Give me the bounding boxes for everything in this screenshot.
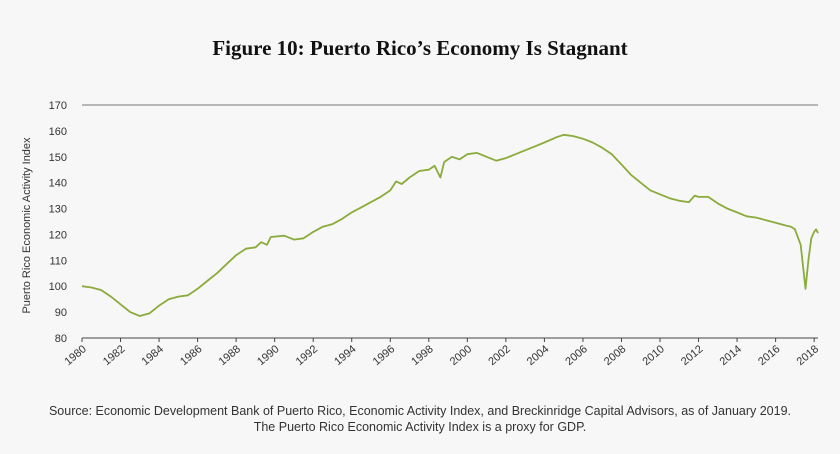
y-tick-label: 80 bbox=[55, 333, 67, 345]
x-tick-label: 1986 bbox=[178, 343, 204, 368]
y-tick-label: 100 bbox=[49, 281, 67, 293]
series-layer bbox=[81, 133, 819, 317]
x-tick-label: 2012 bbox=[679, 343, 705, 368]
y-tick-label: 90 bbox=[55, 307, 67, 319]
y-tick-label: 140 bbox=[49, 178, 67, 190]
series-line bbox=[81, 133, 819, 317]
x-tick-label: 2018 bbox=[795, 343, 821, 368]
x-tick-label: 1988 bbox=[217, 343, 243, 368]
x-tick-label: 2016 bbox=[756, 343, 782, 368]
x-tick-label: 2010 bbox=[640, 343, 666, 368]
x-tick-label: 2014 bbox=[718, 343, 744, 368]
x-tick-label: 1996 bbox=[371, 343, 397, 368]
x-tick-label: 2002 bbox=[486, 343, 512, 368]
y-axis-label: Puerto Rico Economic Activity Index bbox=[21, 137, 33, 314]
x-tick-label: 2006 bbox=[563, 343, 589, 368]
x-tick-label: 2000 bbox=[448, 343, 474, 368]
x-tick-label: 1992 bbox=[294, 343, 320, 368]
x-tick-label: 2008 bbox=[602, 343, 628, 368]
x-tick-label: 1982 bbox=[101, 343, 127, 368]
y-tick-label: 160 bbox=[49, 126, 67, 138]
x-tick-label: 1980 bbox=[62, 343, 88, 368]
x-tick-label: 1984 bbox=[140, 343, 166, 368]
x-tick-label: 2004 bbox=[525, 343, 551, 368]
y-tick-label: 110 bbox=[49, 255, 67, 267]
y-tick-label: 120 bbox=[49, 229, 67, 241]
x-tick-label: 1994 bbox=[332, 343, 358, 368]
x-tick-label: 1990 bbox=[255, 343, 281, 368]
chart-title: Figure 10: Puerto Rico’s Economy Is Stag… bbox=[212, 36, 628, 60]
source-note: Source: Economic Development Bank of Pue… bbox=[48, 404, 792, 434]
y-tick-label: 170 bbox=[49, 100, 67, 112]
x-axis-ticks: 1980 1982 1984 1986 1988 1990 1992 1994 1996 1998… bbox=[62, 338, 821, 368]
y-axis-ticks: 80 90 100 110 120 130 140 150 160 170 bbox=[49, 100, 67, 345]
y-tick-label: 150 bbox=[49, 152, 67, 164]
y-tick-label: 130 bbox=[49, 204, 67, 216]
x-tick-label: 1998 bbox=[409, 343, 435, 368]
